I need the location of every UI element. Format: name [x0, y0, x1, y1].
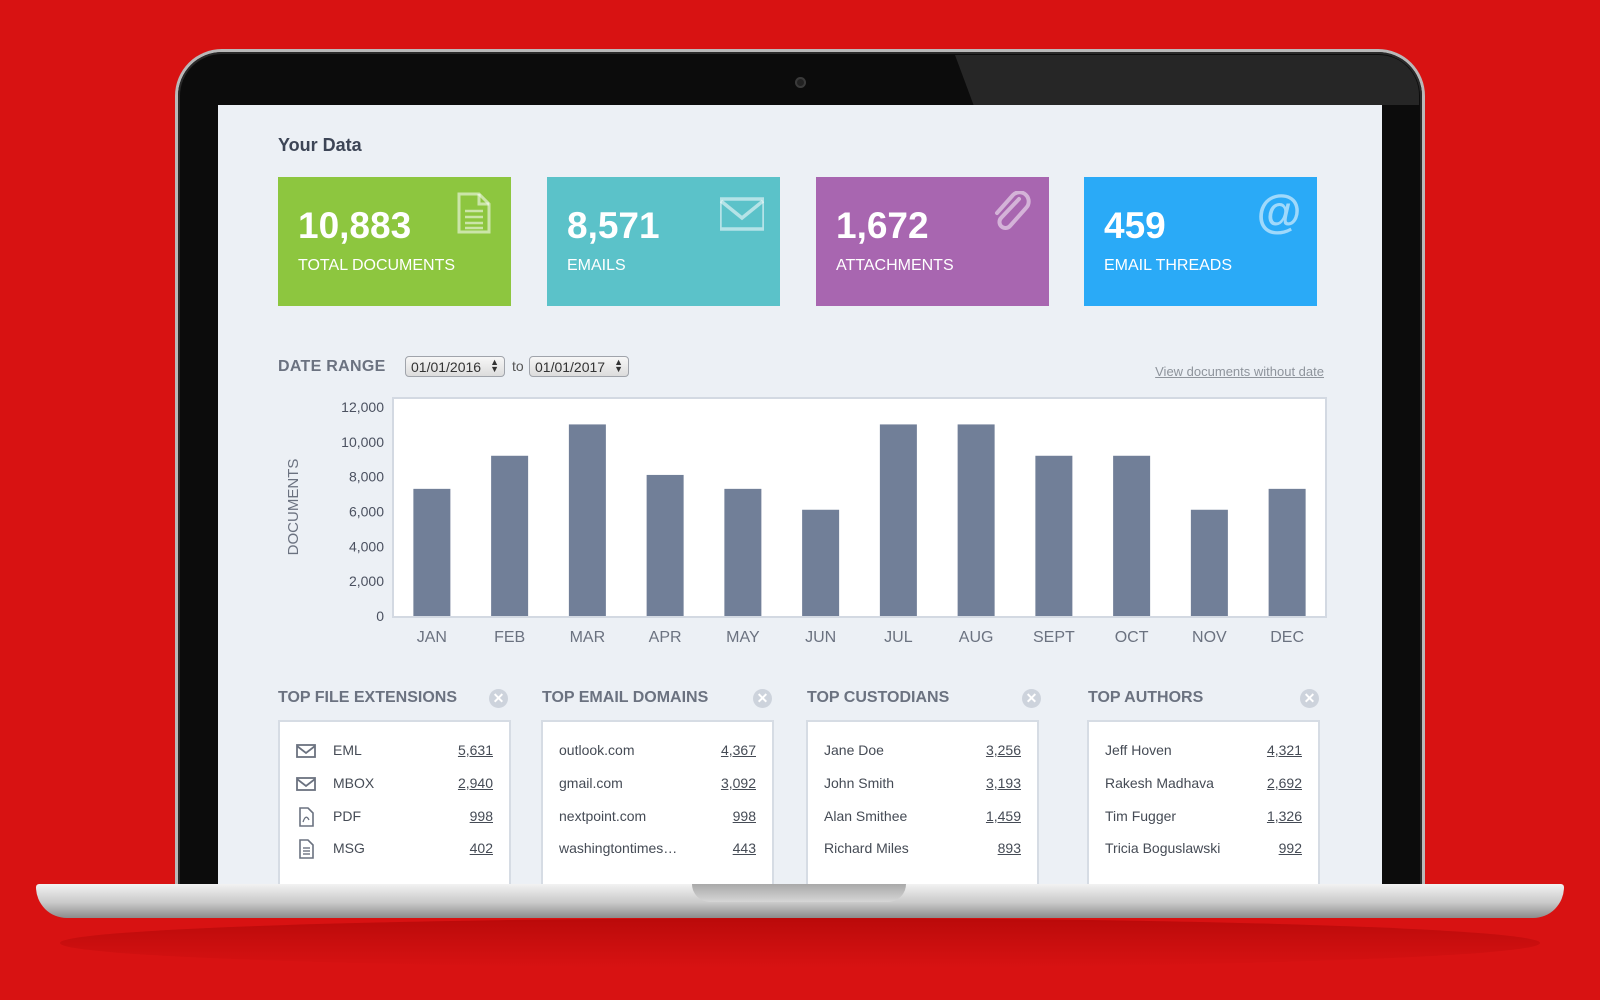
- stepper-arrows-icon: ▲ ▼: [490, 357, 499, 374]
- stat-label: TOTAL DOCUMENTS: [298, 257, 456, 274]
- y-axis-label: DOCUMENTS: [285, 459, 302, 556]
- stat-card-attachments[interactable]: 1,672 ATTACHMENTS: [816, 177, 1049, 306]
- y-tick-label: 0: [376, 608, 384, 624]
- stat-value: 459: [1104, 205, 1166, 246]
- list-item[interactable]: Rakesh Madhava 2,692: [1105, 775, 1302, 791]
- stepper-arrows-icon: ▲ ▼: [614, 357, 623, 374]
- stat-value: 10,883: [298, 205, 412, 246]
- panel-email-domains: outlook.com 4,367 gmail.com 3,092 nextpoin…: [541, 720, 774, 885]
- bar-aug[interactable]: [957, 424, 995, 616]
- document-icon: [299, 839, 314, 859]
- bar-jul[interactable]: [879, 424, 917, 616]
- y-tick-label: 10,000: [341, 434, 384, 450]
- bar-nov[interactable]: [1190, 509, 1228, 616]
- bar-mar[interactable]: [568, 424, 606, 616]
- bar-feb[interactable]: [491, 455, 529, 616]
- laptop-notch: [692, 884, 906, 902]
- stat-card-emails[interactable]: 8,571 EMAILS: [547, 177, 780, 306]
- panel-title-file-extensions: TOP FILE EXTENSIONS: [278, 689, 457, 706]
- paperclip-icon: [995, 191, 1031, 230]
- list-item[interactable]: Tim Fugger 1,326: [1105, 808, 1302, 824]
- x-tick-label: SEPT: [1033, 629, 1075, 646]
- stat-label: EMAILS: [567, 257, 626, 274]
- envelope-icon: [720, 197, 764, 231]
- date-to-select[interactable]: 01/01/2017 ▲ ▼: [529, 356, 629, 377]
- list-item[interactable]: Tricia Boguslawski 992: [1105, 840, 1302, 856]
- close-icon[interactable]: ✕: [1300, 689, 1319, 708]
- list-item[interactable]: PDF 998: [296, 807, 493, 832]
- date-from-select[interactable]: 01/01/2016 ▲ ▼: [405, 356, 505, 377]
- bar-apr[interactable]: [646, 474, 684, 616]
- bar-dec[interactable]: [1268, 488, 1306, 616]
- y-tick-label: 12,000: [341, 399, 384, 415]
- close-icon[interactable]: ✕: [489, 689, 508, 708]
- y-tick-label: 6,000: [349, 504, 384, 520]
- x-tick-label: AUG: [959, 629, 994, 646]
- panel-file-extensions: EML 5,631 MBOX 2,940 PDF 998 MSG 402: [278, 720, 511, 885]
- pdf-file-icon: [299, 807, 314, 827]
- envelope-icon: [296, 744, 316, 758]
- list-item[interactable]: EML 5,631: [296, 742, 493, 766]
- panel-title-email-domains: TOP EMAIL DOMAINS: [542, 689, 709, 706]
- bar-jun[interactable]: [802, 509, 840, 616]
- y-tick-label: 8,000: [349, 469, 384, 485]
- list-item[interactable]: Richard Miles 893: [824, 840, 1021, 856]
- webcam-icon: [795, 77, 806, 88]
- panel-authors: Jeff Hoven 4,321 Rakesh Madhava 2,692 Tim …: [1087, 720, 1320, 885]
- stat-value: 8,571: [567, 205, 660, 246]
- stat-label: ATTACHMENTS: [836, 257, 954, 274]
- list-item[interactable]: MSG 402: [296, 839, 493, 864]
- list-item[interactable]: nextpoint.com 998: [559, 808, 756, 824]
- chart-plot-area: [392, 397, 1327, 618]
- svg-text:@: @: [1257, 191, 1301, 235]
- panel-title-custodians: TOP CUSTODIANS: [807, 689, 950, 706]
- stat-card-total-documents[interactable]: 10,883 TOTAL DOCUMENTS: [278, 177, 511, 306]
- lid-reflection: [955, 55, 1419, 105]
- date-to-value: 01/01/2017: [535, 359, 606, 375]
- date-range-label: DATE RANGE: [278, 358, 386, 375]
- panel-custodians: Jane Doe 3,256 John Smith 3,193 Alan Smith…: [806, 720, 1039, 885]
- x-tick-label: DEC: [1270, 629, 1304, 646]
- x-tick-label: JAN: [417, 629, 447, 646]
- bar-may[interactable]: [724, 488, 762, 616]
- x-tick-label: JUN: [805, 629, 836, 646]
- date-from-value: 01/01/2016: [411, 359, 482, 375]
- close-icon[interactable]: ✕: [1022, 689, 1041, 708]
- list-item[interactable]: Jeff Hoven 4,321: [1105, 742, 1302, 758]
- list-item[interactable]: washingtontimes… 443: [559, 840, 756, 856]
- bar-sept[interactable]: [1035, 455, 1073, 616]
- panel-title-authors: TOP AUTHORS: [1088, 689, 1204, 706]
- y-tick-label: 2,000: [349, 573, 384, 589]
- documents-bar-chart: DOCUMENTS 12,000 10,000 8,000 6,000 4,000 2,0…: [285, 397, 1327, 646]
- x-tick-label: NOV: [1192, 629, 1227, 646]
- document-icon: [457, 192, 491, 234]
- envelope-icon: [296, 777, 316, 791]
- x-tick-label: FEB: [494, 629, 525, 646]
- list-item[interactable]: gmail.com 3,092: [559, 775, 756, 791]
- x-tick-label: APR: [649, 629, 682, 646]
- y-tick-label: 4,000: [349, 538, 384, 554]
- laptop-shadow: [60, 918, 1540, 968]
- dashboard-screen: Your Data 10,883 TOTAL DOCUMENTS 8,571 E…: [218, 105, 1382, 885]
- list-item[interactable]: Alan Smithee 1,459: [824, 808, 1021, 824]
- at-sign-icon: @: [1257, 191, 1301, 235]
- x-tick-label: OCT: [1115, 629, 1149, 646]
- x-tick-label: JUL: [884, 629, 913, 646]
- list-item[interactable]: Jane Doe 3,256: [824, 742, 1021, 758]
- x-tick-label: MAR: [570, 629, 606, 646]
- page-title: Your Data: [278, 135, 362, 155]
- bar-oct[interactable]: [1113, 455, 1151, 616]
- date-range-separator: to: [512, 358, 524, 374]
- list-item[interactable]: John Smith 3,193: [824, 775, 1021, 791]
- bar-jan[interactable]: [413, 488, 451, 616]
- stat-label: EMAIL THREADS: [1104, 257, 1233, 274]
- x-tick-label: MAY: [726, 629, 760, 646]
- close-icon[interactable]: ✕: [753, 689, 772, 708]
- view-undated-documents-link[interactable]: View documents without date: [1155, 364, 1324, 379]
- stat-card-email-threads[interactable]: 459 EMAIL THREADS @: [1084, 177, 1317, 306]
- list-item[interactable]: MBOX 2,940: [296, 775, 493, 799]
- list-item[interactable]: outlook.com 4,367: [559, 742, 756, 758]
- stat-value: 1,672: [836, 205, 929, 246]
